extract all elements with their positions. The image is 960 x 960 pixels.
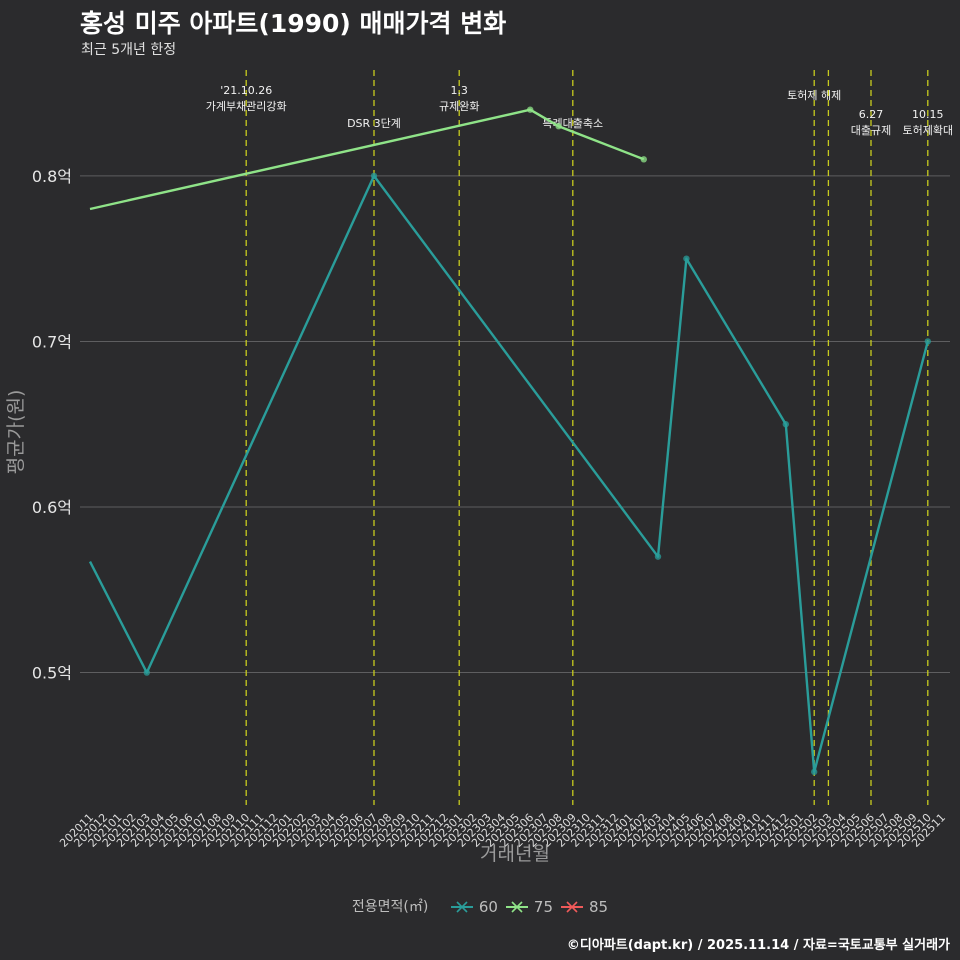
data-point-60: [811, 768, 818, 776]
y-tick-label: 0.5억: [32, 664, 72, 683]
data-point-75: [555, 123, 562, 130]
data-point-60: [924, 338, 931, 345]
event-label: 6.27: [859, 108, 884, 121]
y-tick-label: 0.8억: [32, 167, 72, 186]
event-label: 특례대출축소: [542, 117, 603, 130]
legend-label: 60: [478, 898, 498, 916]
y-axis-title: 평균가(원): [5, 390, 27, 475]
y-tick-label: 0.6억: [32, 498, 72, 517]
x-axis-title: 거래년월: [480, 843, 550, 865]
legend-label: 75: [533, 898, 553, 916]
data-point-75: [527, 106, 534, 113]
event-label: 토허제 해제: [787, 88, 841, 102]
event-label: DSR 3단계: [347, 117, 401, 130]
legend-key-icon: [561, 901, 583, 913]
source-caption: ©디아파트(dapt.kr) / 2025.11.14 / 자료=국토교통부 실…: [566, 938, 950, 953]
legend-item-60: 60: [450, 898, 498, 916]
data-point-60: [654, 553, 662, 560]
data-point-75: [640, 156, 647, 163]
data-point-60: [143, 669, 150, 676]
legend: 전용면적(㎡) 60 75 85: [0, 896, 960, 916]
event-label: 가계부채관리강화: [206, 100, 287, 113]
legend-title: 전용면적(㎡): [351, 899, 429, 915]
series-line-75: [89, 108, 645, 211]
y-tick-label: 0.7억: [32, 332, 72, 351]
event-label: 1.3: [450, 84, 468, 97]
legend-label: 85: [589, 898, 609, 916]
legend-key-icon: [450, 901, 473, 913]
chart-subtitle: 최근 5개년 한정: [81, 42, 177, 58]
event-label: 10.15: [912, 108, 944, 121]
data-point-60: [683, 255, 690, 262]
event-label: 대출규제: [851, 124, 891, 137]
data-point-60: [370, 172, 378, 180]
series-line-60: [88, 174, 929, 774]
event-label: 토허제확대: [902, 124, 953, 137]
chart-title: 홍성 미주 아파트(1990) 매매가격 변화: [80, 9, 507, 38]
legend-item-85: 85: [561, 898, 608, 916]
legend-key-icon: [505, 901, 528, 913]
legend-item-75: 75: [505, 898, 553, 916]
event-label: '21.10.26: [220, 84, 272, 97]
data-point-60: [782, 421, 789, 428]
event-label: 규제완화: [439, 100, 479, 113]
